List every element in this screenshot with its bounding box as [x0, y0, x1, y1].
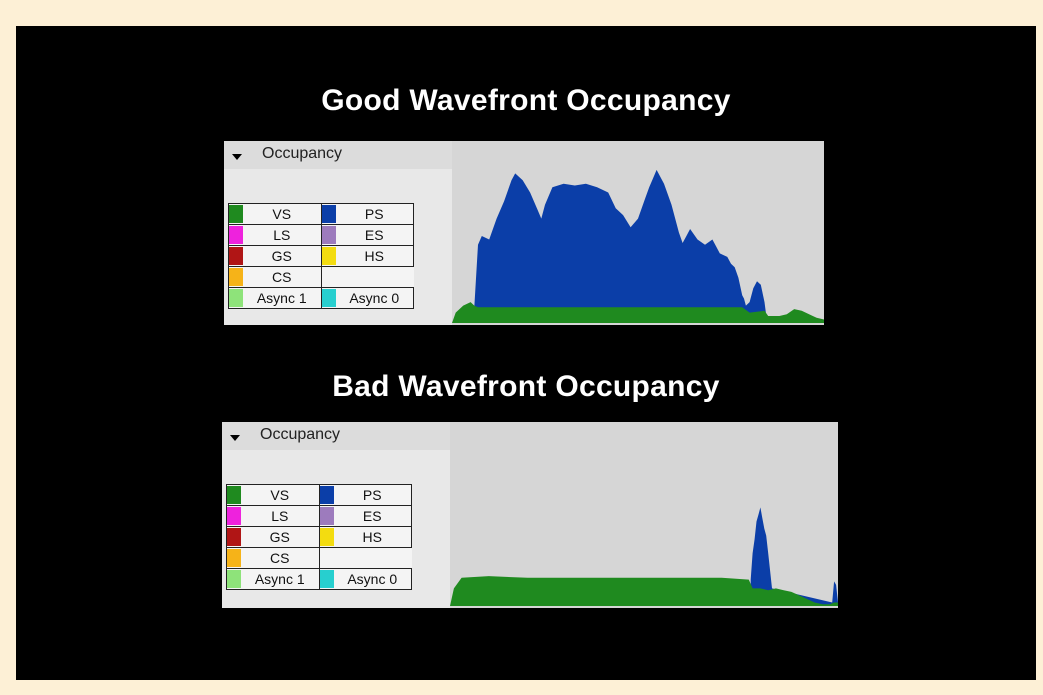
legend-label: HS	[362, 528, 382, 545]
vs-swatch	[229, 204, 243, 223]
occupancy-header[interactable]: Occupancy	[224, 141, 452, 169]
occupancy-label: Occupancy	[260, 426, 341, 443]
legend-item-ps: PS	[318, 484, 412, 506]
occupancy-label: Occupancy	[262, 145, 343, 162]
legend-item-cs: CS	[228, 266, 322, 288]
legend-empty-cell	[319, 548, 412, 569]
good-occupancy-title: Good Wavefront Occupancy	[321, 84, 731, 117]
legend-label: GS	[271, 247, 292, 264]
legend-table: VS PS LS ES GS HS CS Async 1 Async 0	[228, 203, 414, 309]
es-swatch	[321, 225, 336, 244]
cs-swatch	[229, 267, 243, 286]
legend-label: ES	[364, 226, 384, 243]
legend-label: Async 1	[254, 570, 305, 587]
collapse-triangle-icon[interactable]	[232, 154, 242, 160]
series-area-ps	[474, 169, 767, 323]
legend-label: Async 1	[256, 289, 307, 306]
legend-item-cs: CS	[226, 547, 320, 569]
cs-swatch	[227, 548, 241, 567]
legend-item-es: ES	[320, 224, 414, 246]
legend-pane: Occupancy VS PS LS ES GS HS CS	[224, 141, 452, 325]
good-occupancy-panel: Occupancy VS PS LS ES GS HS CS	[224, 141, 824, 325]
legend-item-gs: GS	[228, 245, 322, 267]
async1-swatch	[229, 288, 243, 307]
legend-item-async1: Async 1	[226, 568, 320, 590]
legend-label: VS	[270, 486, 290, 503]
bad-occupancy-title: Bad Wavefront Occupancy	[332, 370, 720, 403]
ls-swatch	[229, 225, 243, 244]
series-area-vs	[450, 576, 838, 606]
legend-label: GS	[269, 528, 290, 545]
legend-item-ls: LS	[226, 505, 320, 527]
ps-swatch	[319, 485, 334, 504]
es-swatch	[319, 506, 334, 525]
gs-swatch	[227, 527, 241, 546]
hs-swatch	[319, 527, 334, 546]
legend-item-ps: PS	[320, 203, 414, 225]
legend-item-vs: VS	[228, 203, 322, 225]
ps-swatch	[321, 204, 336, 223]
legend-item-async0: Async 0	[318, 568, 412, 590]
legend-label: ES	[362, 507, 382, 524]
figure-canvas: Good Wavefront Occupancy Occupancy VS PS…	[16, 26, 1036, 680]
bad-occupancy-panel: Occupancy VS PS LS ES GS HS CS	[222, 422, 838, 608]
legend-label: LS	[271, 507, 289, 524]
legend-label: PS	[362, 486, 382, 503]
legend-label: VS	[272, 205, 292, 222]
legend-empty-cell	[321, 267, 414, 288]
legend-label: LS	[273, 226, 291, 243]
async0-swatch	[321, 288, 336, 307]
occupancy-graph	[450, 422, 838, 608]
legend-item-ls: LS	[228, 224, 322, 246]
legend-item-hs: HS	[318, 526, 412, 548]
legend-label: Async 0	[349, 289, 400, 306]
legend-pane: Occupancy VS PS LS ES GS HS CS	[222, 422, 450, 608]
vs-swatch	[227, 485, 241, 504]
hs-swatch	[321, 246, 336, 265]
legend-item-async0: Async 0	[320, 287, 414, 309]
legend-label: Async 0	[347, 570, 398, 587]
gs-swatch	[229, 246, 243, 265]
series-area-vs	[452, 302, 824, 323]
legend-label: HS	[364, 247, 384, 264]
legend-label: CS	[270, 549, 290, 566]
async0-swatch	[319, 569, 334, 588]
async1-swatch	[227, 569, 241, 588]
legend-item-async1: Async 1	[228, 287, 322, 309]
collapse-triangle-icon[interactable]	[230, 435, 240, 441]
occupancy-header[interactable]: Occupancy	[222, 422, 450, 450]
legend-item-es: ES	[318, 505, 412, 527]
legend-item-vs: VS	[226, 484, 320, 506]
bad-occupancy-chart	[450, 507, 838, 606]
legend-label: CS	[272, 268, 292, 285]
legend-item-gs: GS	[226, 526, 320, 548]
occupancy-graph	[452, 141, 824, 325]
legend-table: VS PS LS ES GS HS CS Async 1 Async 0	[226, 484, 412, 590]
legend-item-hs: HS	[320, 245, 414, 267]
ls-swatch	[227, 506, 241, 525]
good-occupancy-chart	[452, 169, 824, 323]
legend-label: PS	[364, 205, 384, 222]
